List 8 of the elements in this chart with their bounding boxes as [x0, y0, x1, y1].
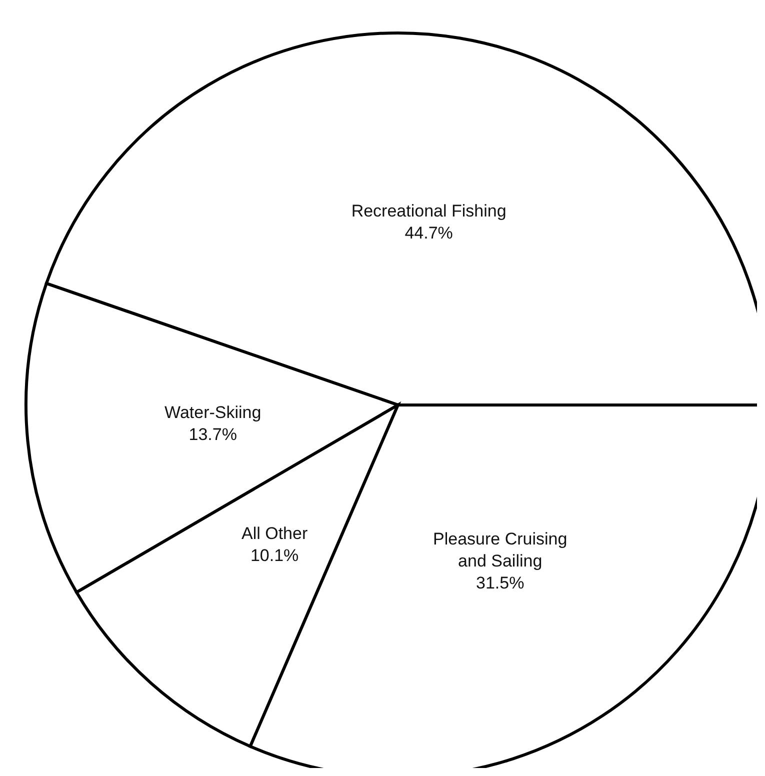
data-label: 31.5% — [476, 572, 524, 592]
data-label: 44.7% — [404, 223, 453, 242]
slice-label: Pleasure Cruising and Sailing — [433, 528, 568, 570]
data-label: 10.1% — [250, 546, 299, 565]
data-label: 13.7% — [188, 424, 237, 444]
slice-label: Recreational Fishing — [351, 201, 506, 220]
slice-label: All Other — [241, 524, 308, 543]
slice-label: Water-Skiing — [164, 402, 262, 422]
